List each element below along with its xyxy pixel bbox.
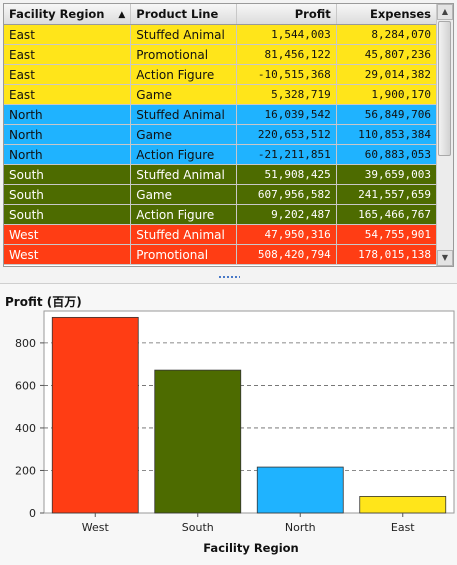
cell-facility-region: North [4, 124, 132, 145]
x-axis-label: Facility Region [203, 541, 299, 555]
cell-product-line: Stuffed Animal [130, 104, 237, 125]
scroll-thumb[interactable] [438, 21, 451, 156]
cell-profit: 1,544,003 [236, 24, 337, 45]
cell-product-line: Promotional [130, 244, 237, 265]
header-row: Facility Region ▲ Product Line Profit Ex… [4, 4, 438, 25]
cell-expenses: 39,659,003 [336, 164, 438, 185]
column-header-expenses[interactable]: Expenses [336, 4, 438, 25]
cell-product-line: Action Figure [130, 144, 237, 165]
cell-facility-region: East [4, 24, 132, 45]
bar-chart: 0 200 400 600 800 West South North East Facility … [15, 310, 455, 555]
cell-facility-region: South [4, 164, 132, 185]
y-tick-label: 400 [15, 422, 36, 435]
vertical-scrollbar[interactable]: ▲ ▼ [436, 4, 453, 266]
table-row[interactable]: North Game 220,653,512 110,853,384 [4, 124, 438, 145]
table-row[interactable]: East Stuffed Animal 1,544,003 8,284,070 [4, 24, 438, 45]
cell-profit: -21,211,851 [236, 144, 337, 165]
cell-product-line: Game [130, 84, 237, 105]
cell-expenses: 45,807,236 [336, 44, 438, 65]
cell-facility-region: West [4, 224, 132, 245]
data-table: Facility Region ▲ Product Line Profit Ex… [4, 4, 438, 265]
cell-profit: 81,456,122 [236, 44, 337, 65]
bar-south [154, 369, 242, 514]
scroll-up-icon[interactable]: ▲ [437, 4, 453, 20]
cell-facility-region: West [4, 244, 132, 265]
cell-facility-region: East [4, 64, 132, 85]
cell-facility-region: South [4, 204, 132, 225]
cell-expenses: 56,849,706 [336, 104, 438, 125]
table-row[interactable]: East Game 5,328,719 1,900,170 [4, 84, 438, 105]
table-row[interactable]: West Stuffed Animal 47,950,316 54,755,901 [4, 224, 438, 245]
y-tick-label: 800 [15, 337, 36, 350]
cell-profit: 51,908,425 [236, 164, 337, 185]
cell-expenses: 54,755,901 [336, 224, 438, 245]
table-row[interactable]: North Stuffed Animal 16,039,542 56,849,706 [4, 104, 438, 125]
cell-profit: 47,950,316 [236, 224, 337, 245]
cell-facility-region: East [4, 44, 132, 65]
cell-product-line: Action Figure [130, 64, 237, 85]
chart-title: Profit (百万) [5, 295, 82, 309]
panel-splitter[interactable] [0, 270, 457, 280]
splitter-grip-icon[interactable] [218, 276, 240, 278]
scroll-down-icon[interactable]: ▼ [437, 250, 453, 266]
column-header-profit[interactable]: Profit [236, 4, 337, 25]
sort-ascending-icon: ▲ [118, 10, 126, 20]
x-tick-label: East [391, 521, 415, 534]
bar-west [51, 316, 139, 514]
column-header-label: Facility Region [9, 7, 105, 21]
cell-profit: 16,039,542 [236, 104, 337, 125]
cell-expenses: 178,015,138 [336, 244, 438, 265]
table-row[interactable]: East Promotional 81,456,122 45,807,236 [4, 44, 438, 65]
y-tick-label: 200 [15, 464, 36, 477]
y-tick-label: 0 [29, 507, 36, 520]
table-row[interactable]: East Action Figure -10,515,368 29,014,382 [4, 64, 438, 85]
cell-expenses: 29,014,382 [336, 64, 438, 85]
x-tick-label: North [285, 521, 316, 534]
table-row[interactable]: West Promotional 508,420,794 178,015,138 [4, 244, 438, 265]
cell-profit: 607,956,582 [236, 184, 337, 205]
column-header-product-line[interactable]: Product Line [130, 4, 237, 25]
data-grid: Facility Region ▲ Product Line Profit Ex… [3, 3, 454, 267]
cell-expenses: 241,557,659 [336, 184, 438, 205]
table-row[interactable]: South Game 607,956,582 241,557,659 [4, 184, 438, 205]
cell-product-line: Action Figure [130, 204, 237, 225]
column-header-facility-region[interactable]: Facility Region ▲ [4, 4, 132, 25]
cell-product-line: Stuffed Animal [130, 164, 237, 185]
cell-profit: 9,202,487 [236, 204, 337, 225]
cell-product-line: Game [130, 124, 237, 145]
chart-panel: Profit (百万) 0 200 400 600 800 West South North E… [0, 283, 457, 565]
y-tick-label: 600 [15, 379, 36, 392]
bar-east [359, 496, 447, 514]
cell-expenses: 60,883,053 [336, 144, 438, 165]
x-tick-label: South [182, 521, 214, 534]
cell-expenses: 1,900,170 [336, 84, 438, 105]
table-row[interactable]: North Action Figure -21,211,851 60,883,053 [4, 144, 438, 165]
cell-profit: -10,515,368 [236, 64, 337, 85]
cell-facility-region: South [4, 184, 132, 205]
cell-expenses: 8,284,070 [336, 24, 438, 45]
cell-product-line: Game [130, 184, 237, 205]
x-tick-label: West [82, 521, 110, 534]
cell-facility-region: East [4, 84, 132, 105]
cell-product-line: Promotional [130, 44, 237, 65]
cell-profit: 5,328,719 [236, 84, 337, 105]
cell-profit: 220,653,512 [236, 124, 337, 145]
table-row[interactable]: South Stuffed Animal 51,908,425 39,659,003 [4, 164, 438, 185]
cell-expenses: 110,853,384 [336, 124, 438, 145]
bar-north [256, 466, 344, 514]
cell-product-line: Stuffed Animal [130, 24, 237, 45]
cell-facility-region: North [4, 104, 132, 125]
cell-product-line: Stuffed Animal [130, 224, 237, 245]
cell-profit: 508,420,794 [236, 244, 337, 265]
cell-facility-region: North [4, 144, 132, 165]
cell-expenses: 165,466,767 [336, 204, 438, 225]
table-body: East Stuffed Animal 1,544,003 8,284,070 East… [4, 24, 438, 265]
table-row[interactable]: South Action Figure 9,202,487 165,466,767 [4, 204, 438, 225]
